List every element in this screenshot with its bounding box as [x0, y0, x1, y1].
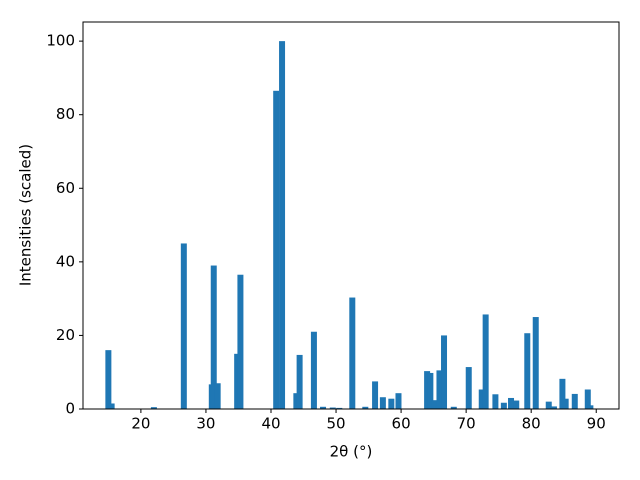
bar [559, 378, 566, 409]
bar [450, 406, 457, 409]
bar [388, 398, 395, 409]
bar [279, 41, 286, 410]
x-tick-label: 90 [587, 415, 606, 433]
bar [424, 371, 431, 409]
bar [234, 353, 241, 409]
bar [513, 400, 520, 409]
bar [584, 389, 591, 409]
bar [524, 333, 531, 409]
y-tick-label: 20 [56, 326, 75, 344]
y-tick-label: 100 [46, 32, 75, 50]
bar [362, 406, 369, 409]
bar [395, 393, 402, 409]
bar [441, 335, 448, 409]
bar [349, 297, 356, 409]
bar [372, 381, 379, 409]
bar [336, 407, 343, 409]
bar [105, 350, 112, 409]
bar [180, 243, 187, 409]
bar [550, 406, 557, 409]
y-axis-label: Intensities (scaled) [17, 144, 35, 286]
bar [310, 331, 317, 409]
bar [296, 354, 303, 409]
bar [562, 398, 569, 409]
bar [587, 405, 594, 409]
x-tick-label: 40 [261, 415, 280, 433]
bar [329, 407, 336, 409]
y-tick-label: 40 [56, 252, 75, 270]
bar [431, 400, 438, 409]
bars [105, 41, 594, 410]
x-tick-label: 80 [522, 415, 541, 433]
bar [150, 407, 157, 409]
bar [532, 317, 539, 409]
bar [427, 372, 434, 409]
bar [508, 397, 515, 409]
x-tick-label: 70 [457, 415, 476, 433]
x-tick-label: 20 [131, 415, 150, 433]
bar [500, 402, 507, 409]
bar [465, 367, 472, 409]
x-tick-label: 60 [392, 415, 411, 433]
x-tick-label: 50 [326, 415, 345, 433]
bar [482, 314, 489, 409]
bar [320, 406, 327, 409]
x-tick-label: 30 [196, 415, 215, 433]
bar [545, 401, 552, 409]
bar [293, 393, 300, 409]
bar [492, 394, 499, 409]
bar [571, 393, 578, 409]
bar [379, 397, 386, 409]
bar [436, 370, 443, 409]
y-tick-label: 0 [65, 400, 75, 418]
bar [214, 383, 221, 409]
x-axis-label: 2θ (°) [330, 443, 373, 461]
y-tick-label: 80 [56, 105, 75, 123]
bar [478, 389, 485, 409]
bar [108, 403, 115, 409]
bar [273, 90, 280, 410]
plot-frame [82, 21, 620, 410]
y-tick-label: 60 [56, 179, 75, 197]
bar [237, 274, 244, 409]
bar [210, 265, 217, 409]
